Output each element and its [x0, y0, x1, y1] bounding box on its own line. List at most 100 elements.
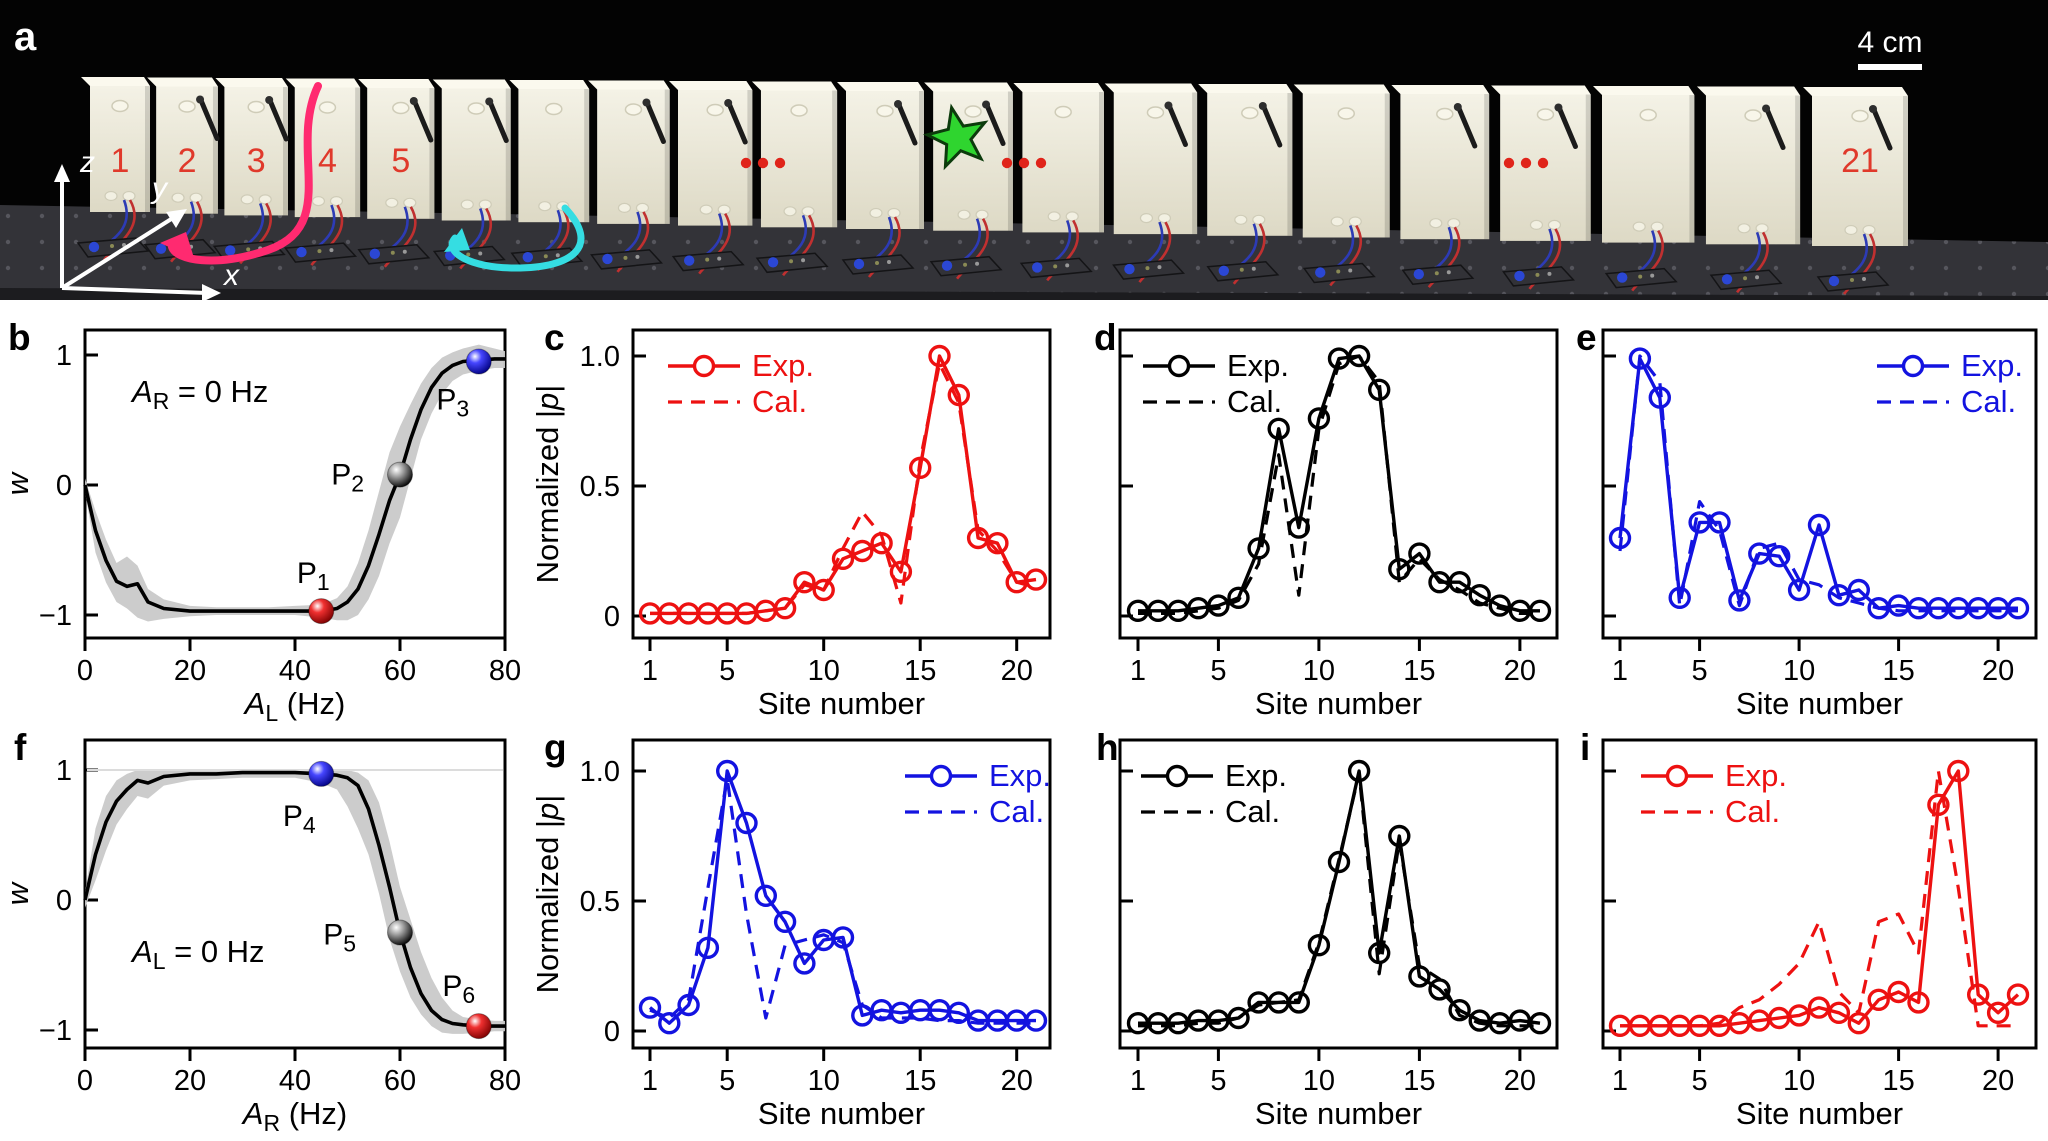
w-curve — [83, 357, 505, 613]
resonator-box — [1293, 84, 1390, 287]
marker-label-P5: P5 — [323, 919, 356, 957]
resonator-box — [357, 79, 435, 268]
cal-line — [650, 362, 1037, 615]
exp-line — [1618, 356, 2018, 610]
legend-exp-label: Exp. — [1227, 348, 1289, 383]
x-tick-label: 1 — [642, 655, 658, 687]
y-tick-label: 0.5 — [580, 471, 620, 503]
marker-ball-P6 — [465, 1013, 492, 1040]
x-tick-label: 80 — [489, 1065, 521, 1097]
y-tick-label: 1 — [56, 340, 72, 372]
marker-label-P4: P4 — [283, 800, 316, 838]
exp-line — [1138, 354, 1540, 613]
x-tick-label: 1 — [1612, 1065, 1628, 1097]
coordinate-axes — [54, 164, 221, 300]
x-tick-label: 20 — [1504, 1065, 1536, 1097]
box-number: 1 — [111, 142, 130, 180]
exp-line — [650, 354, 1037, 616]
x-tick-label: 20 — [1001, 655, 1033, 687]
x-tick-label: 20 — [1982, 1065, 2014, 1097]
marker-ball-P5 — [387, 919, 413, 946]
x-tick-label: 20 — [1504, 655, 1536, 687]
x-tick-label: 1 — [642, 1065, 658, 1097]
exp-line — [1138, 769, 1541, 1025]
y-tick-label: 1.0 — [580, 756, 620, 788]
resonator-box — [924, 82, 1013, 280]
x-axis-title: Site number — [1255, 1096, 1422, 1131]
legend: Exp.Cal. — [1641, 758, 1787, 829]
x-tick-label: 15 — [1403, 655, 1435, 687]
y-axis-title: w — [0, 470, 35, 495]
legend-cal-label: Cal. — [1227, 384, 1282, 419]
circuit-board — [929, 255, 1003, 277]
marker-label-P2: P2 — [331, 459, 364, 497]
box-number: 21 — [1841, 142, 1879, 180]
x-axis-title: Site number — [1255, 686, 1422, 721]
cal-line — [649, 777, 1036, 1025]
legend-cal-label: Cal. — [1225, 794, 1280, 829]
resonator-box — [1391, 85, 1490, 288]
x-tick-label: 0 — [77, 655, 93, 687]
green-star-marker — [922, 103, 989, 171]
marker-label-P3: P3 — [436, 384, 469, 422]
exp-markers — [1126, 344, 1552, 622]
y-axis-label: y — [150, 172, 169, 205]
cal-line — [1618, 354, 2018, 613]
y-axis-title: w — [0, 880, 35, 905]
box-number: 5 — [391, 142, 410, 180]
y-tick-label: −1 — [39, 1015, 72, 1047]
legend: Exp.Cal. — [668, 348, 814, 419]
x-tick-label: 5 — [1692, 1065, 1708, 1097]
plot-frame — [1601, 738, 2038, 1050]
x-tick-label: 15 — [1882, 1065, 1914, 1097]
marker-label-P6: P6 — [442, 970, 475, 1008]
exp-markers — [1126, 759, 1552, 1035]
panel-letter-h: h — [1096, 727, 1119, 768]
x-tick-label: 20 — [1982, 655, 2014, 687]
microphone-icon — [1456, 105, 1478, 149]
circuit-board — [1604, 267, 1678, 289]
y-tick-label: 0 — [56, 885, 72, 917]
x-axis-title: AL (Hz) — [243, 686, 346, 726]
box-number: 4 — [318, 142, 337, 180]
x-tick-label: 15 — [904, 1065, 936, 1097]
x-tick-label: 10 — [808, 655, 840, 687]
legend: Exp.Cal. — [905, 758, 1051, 829]
plot-frame — [631, 328, 1052, 640]
circuit-board — [841, 254, 915, 275]
pink-arrow — [160, 82, 322, 265]
legend: Exp.Cal. — [1141, 758, 1287, 829]
x-tick-label: 60 — [384, 655, 416, 687]
microphone-icon — [267, 98, 289, 142]
x-tick-label: 20 — [174, 1065, 206, 1097]
microphone-icon — [1556, 106, 1578, 149]
x-axis-title: Site number — [758, 1096, 925, 1131]
panel-letter-c: c — [544, 317, 565, 358]
y-tick-label: 0 — [56, 470, 72, 502]
microphone-icon — [896, 102, 918, 146]
cal-line — [1620, 769, 2018, 1028]
legend: Exp.Cal. — [1143, 348, 1289, 419]
condition-annotation: AR = 0 Hz — [130, 374, 268, 414]
setup-photo: 1 2 3 4 5 21 z y x 4 cm a — [0, 0, 2048, 300]
confidence-band — [85, 344, 505, 622]
exp-markers — [638, 344, 1048, 625]
resonator-box — [1198, 84, 1293, 285]
resonator-box — [837, 82, 924, 278]
x-tick-label: 10 — [808, 1065, 840, 1097]
plot-frame — [1601, 328, 2038, 640]
x-tick-label: 60 — [384, 1065, 416, 1097]
legend-cal-label: Cal. — [1961, 384, 2016, 419]
marker-ball-P2 — [387, 461, 413, 488]
resonator-box — [1013, 83, 1104, 282]
resonator-box — [1696, 86, 1801, 294]
legend-exp-label: Exp. — [1725, 758, 1787, 793]
text-label: 4 cm — [1857, 26, 1922, 59]
panel-letter-a: a — [14, 15, 37, 59]
box-number: 2 — [178, 142, 197, 180]
x-tick-label: 5 — [719, 655, 735, 687]
condition-annotation: AL = 0 Hz — [130, 934, 265, 974]
